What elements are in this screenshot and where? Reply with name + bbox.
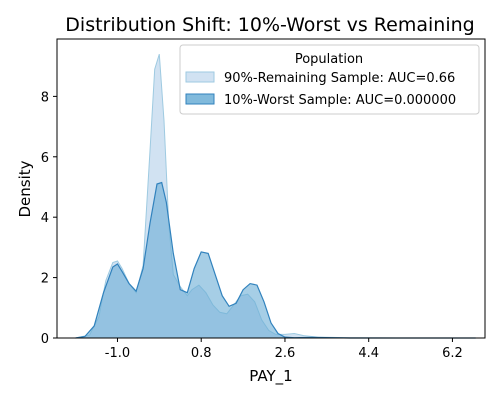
legend-swatch-remaining — [185, 71, 215, 83]
density-area-worst — [75, 182, 476, 338]
x-axis-label: PAY_1 — [249, 367, 292, 386]
x-tick-label: 4.4 — [358, 346, 379, 361]
legend-swatch-worst — [185, 93, 215, 105]
x-tick-label: -1.0 — [105, 346, 130, 361]
y-tick-label: 0 — [41, 332, 49, 347]
y-tick-label: 2 — [41, 272, 49, 287]
legend-box — [179, 44, 480, 115]
x-axis: -1.0 0.8 2.6 4.4 6.2 — [105, 338, 463, 361]
y-tick-label: 8 — [41, 90, 49, 105]
legend-label-worst: 10%-Worst Sample: AUC=0.000000 — [224, 93, 456, 108]
y-axis-label: Density — [16, 160, 34, 217]
x-tick-label: 0.8 — [191, 346, 212, 361]
y-tick-label: 4 — [41, 211, 49, 226]
legend-title: Population — [295, 52, 363, 67]
x-tick-label: 6.2 — [442, 346, 463, 361]
chart-title: Distribution Shift: 10%-Worst vs Remaini… — [65, 14, 474, 36]
plot-frame — [56, 38, 486, 339]
y-axis: 0 2 4 6 8 — [41, 90, 57, 347]
legend-label-remaining: 90%-Remaining Sample: AUC=0.66 — [224, 71, 455, 86]
legend: Population 90%-Remaining Sample: AUC=0.6… — [179, 44, 480, 115]
y-tick-label: 6 — [41, 151, 49, 166]
x-tick-label: 2.6 — [275, 346, 296, 361]
